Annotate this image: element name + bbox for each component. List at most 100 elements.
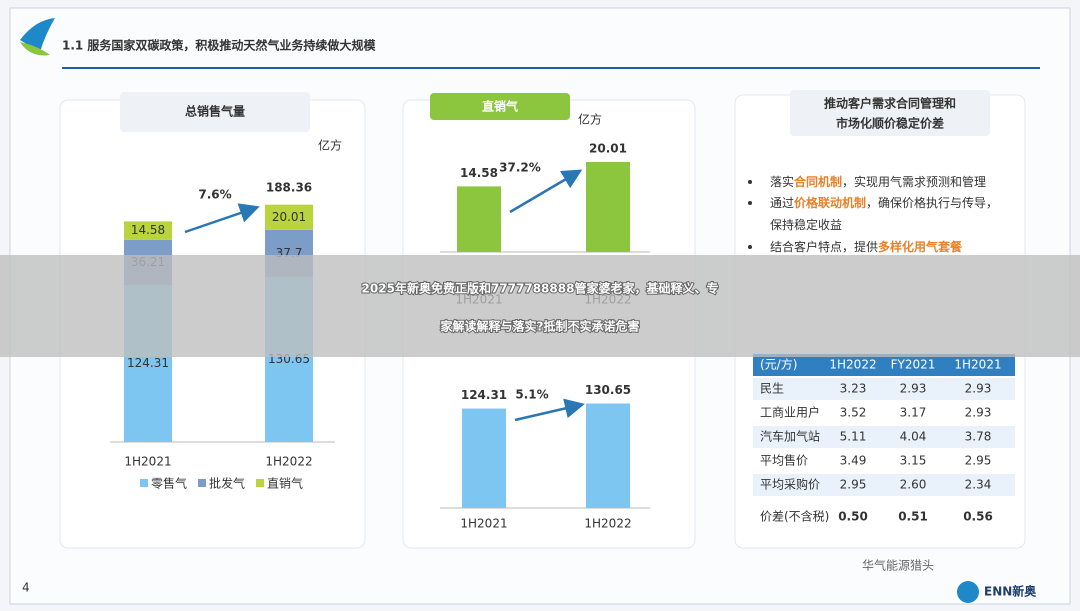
table-cell: 3.49 (840, 454, 867, 468)
growth-arrow (509, 169, 583, 214)
bar-segment (265, 204, 313, 230)
table-cell: 0.50 (838, 510, 868, 524)
value-label: 14.58 (460, 166, 498, 180)
table-cell: 平均售价 (760, 453, 808, 468)
bullet-segment: 落实 (770, 174, 794, 189)
bullet-segment: ，确保价格执行与传导， (866, 195, 998, 210)
chart-title: 总销售气量 (185, 104, 245, 119)
bullet-segment: 多样化用气套餐 (878, 239, 963, 254)
panel-title: 推动客户需求合同管理和 (824, 96, 956, 111)
chart-title: 直销气 (482, 99, 518, 114)
overlay: 2025年新奥免费正版和7777788888管家婆老家，基础释义、专 家解读解释… (0, 255, 1080, 357)
table-cell: 工商业用户 (760, 405, 820, 420)
table-cell: 民生 (760, 382, 784, 396)
table-row-bg (753, 426, 1015, 448)
growth-arrow (514, 398, 585, 422)
x-tick-label: 1H2022 (265, 455, 312, 469)
bar (462, 408, 506, 508)
logo-icon (20, 18, 55, 56)
legend-swatch (140, 479, 148, 487)
table-cell: 3.15 (900, 454, 927, 468)
table-cell: 价差(不含税) (760, 509, 829, 524)
bullet-text: 保持稳定收益 (770, 217, 842, 232)
bullet-dot (748, 180, 752, 184)
value-label: 14.58 (131, 223, 165, 237)
table-cell: 5.11 (840, 430, 867, 444)
panel-title: 市场化顺价稳定价差 (836, 116, 944, 131)
table-row-bg (753, 402, 1015, 424)
bullet-segment: 结合客户特点，提供 (770, 239, 878, 254)
table-cell: 4.04 (900, 430, 927, 444)
table-cell: 2.60 (900, 478, 927, 492)
bullet-segment: 合同机制 (794, 174, 842, 189)
annotation: 188.36 (266, 181, 312, 195)
table-header-cell: (元/方) (760, 357, 797, 372)
table-cell: 3.52 (840, 406, 867, 420)
bullet-dot (748, 201, 752, 205)
table-cell: 3.17 (900, 406, 927, 420)
table-cell: 2.93 (965, 406, 992, 420)
x-tick-label: 1H2021 (460, 517, 507, 531)
card-title-box (120, 92, 310, 132)
unit-label: 亿方 (578, 112, 602, 127)
overlay-band (0, 255, 1080, 357)
value-label: 124.31 (127, 356, 169, 370)
bar-segment (124, 221, 172, 240)
bullet-segment: ，实现用气需求预测和管理 (842, 174, 986, 189)
annotation: 7.6% (198, 188, 231, 202)
table-cell: 2.34 (965, 478, 992, 492)
value-label: 130.65 (585, 383, 631, 397)
overlay-text: 2025年新奥免费正版和7777788888管家婆老家，基础释义、专 (362, 281, 719, 296)
table-row-bg (753, 474, 1015, 496)
table-header (753, 354, 1015, 376)
logo-text: ENN新奥 (984, 584, 1037, 599)
table-cell: 2.95 (840, 478, 867, 492)
logo-mark (957, 581, 979, 603)
bullet-text: 落实合同机制，实现用气需求预测和管理 (770, 174, 986, 189)
legend-label: 直销气 (267, 476, 303, 491)
table-cell: 2.95 (965, 454, 992, 468)
table-row-bg (753, 378, 1015, 400)
bullet-text: 结合客户特点，提供多样化用气套餐 (770, 239, 963, 254)
bar (457, 186, 501, 252)
legend-label: 批发气 (209, 476, 245, 491)
table-cell: 0.56 (963, 510, 993, 524)
unit-label: 亿方 (318, 138, 342, 153)
table-cell: 3.78 (965, 430, 992, 444)
legend-swatch (256, 479, 264, 487)
page-title: 1.1 服务国家双碳政策，积极推动天然气业务持续做大规模 (62, 38, 376, 53)
legend-label: 零售气 (151, 476, 187, 491)
overlay-text: 家解读解释与落实?抵制不实承诺危害 (441, 319, 640, 334)
bullet-segment: 通过 (770, 196, 794, 210)
watermark: 华气能源猎头 (862, 558, 934, 573)
card-title-box (430, 93, 570, 120)
table-header-cell: 1H2021 (954, 358, 1001, 372)
bullet-dot (748, 245, 752, 249)
bullet-segment: 保持稳定收益 (770, 217, 842, 232)
value-label: 124.31 (461, 388, 507, 402)
growth-arrow (184, 203, 260, 234)
table-cell: 3.23 (840, 382, 867, 396)
annotation: 37.2% (499, 161, 541, 175)
content: 124.3136.2114.58130.6537.720.01零售气批发气直销气… (110, 112, 1015, 531)
table-cell: 汽车加气站 (760, 429, 820, 444)
annotation: 5.1% (515, 388, 548, 402)
table-cell: 2.93 (900, 382, 927, 396)
table-header-cell: 1H2022 (829, 358, 876, 372)
legend-swatch (198, 479, 206, 487)
bullet-segment: 价格联动机制 (794, 195, 866, 210)
value-label: 20.01 (272, 210, 306, 224)
bar (586, 161, 630, 252)
value-label: 20.01 (589, 141, 627, 155)
x-tick-label: 1H2022 (584, 517, 631, 531)
x-tick-label: 1H2021 (124, 455, 171, 469)
table-header-cell: FY2021 (891, 358, 936, 372)
bullet-text: 通过价格联动机制，确保价格执行与传导， (770, 195, 998, 210)
table-cell: 平均采购价 (760, 477, 820, 492)
bar (586, 403, 630, 508)
table-cell: 0.51 (898, 510, 928, 524)
page-number: 4 (22, 581, 30, 595)
card-title-box (790, 90, 990, 136)
table-row-bg (753, 450, 1015, 472)
